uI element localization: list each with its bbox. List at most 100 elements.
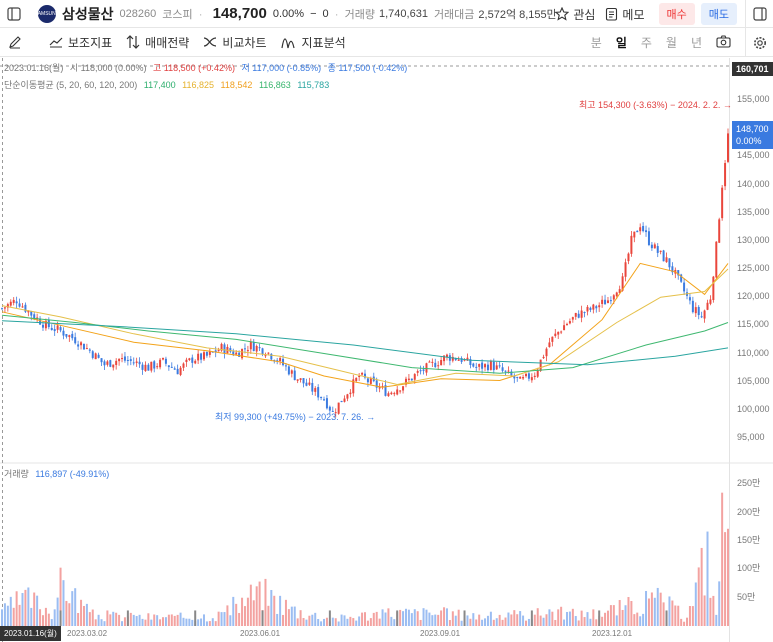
- candle-body: [182, 363, 185, 368]
- volume-bar: [74, 588, 77, 626]
- draw-tool-button[interactable]: [8, 35, 27, 49]
- chart-settings-button[interactable]: [745, 28, 773, 57]
- candle-body: [457, 359, 460, 361]
- volume-bar: [592, 609, 595, 626]
- volume-bar: [560, 606, 563, 626]
- volume-bar: [18, 604, 21, 626]
- volume-bar: [229, 615, 232, 626]
- candle-body: [287, 366, 290, 375]
- candle-body: [507, 370, 510, 372]
- watch-button[interactable]: 관심: [555, 6, 595, 23]
- candle-body: [565, 323, 568, 326]
- volume-bar: [173, 615, 176, 626]
- candle-body: [150, 361, 153, 371]
- candle-body: [115, 360, 118, 365]
- volume-bar: [82, 605, 85, 626]
- candle-body: [121, 358, 124, 360]
- candle-body: [80, 342, 83, 346]
- sell-button[interactable]: 매도: [700, 3, 737, 25]
- candle-body: [246, 350, 249, 352]
- right-panel-toggle-button[interactable]: [745, 0, 773, 28]
- aux-indicator-button[interactable]: 보조지표: [49, 34, 112, 51]
- candle-body: [179, 367, 182, 375]
- volume-bar: [252, 600, 255, 626]
- price-chart[interactable]: [0, 58, 773, 642]
- candle-body: [598, 305, 601, 308]
- volume-bar: [721, 492, 724, 626]
- volume-bar: [328, 610, 331, 626]
- volume-bar: [232, 596, 235, 626]
- volume-bar: [519, 611, 522, 626]
- volume-bar: [44, 607, 47, 626]
- volume-bar: [715, 614, 718, 626]
- sidebar-toggle-button[interactable]: [0, 0, 28, 28]
- volume-bar: [71, 591, 74, 626]
- candle-body: [647, 231, 650, 245]
- volume-bar: [369, 618, 372, 626]
- candle-body: [624, 262, 627, 277]
- compare-chart-button[interactable]: 비교차트: [203, 34, 267, 51]
- volume-bar: [346, 618, 349, 626]
- period-tab-week[interactable]: 주: [640, 36, 652, 50]
- volume-bar: [135, 616, 138, 626]
- moving-average-legend[interactable]: 단순이동평균 (5, 20, 60, 120, 200) 117,400 116…: [4, 78, 333, 91]
- volume-bar: [214, 621, 217, 626]
- candle-body: [156, 366, 159, 368]
- period-tab-minute[interactable]: 분: [590, 36, 602, 50]
- screenshot-button[interactable]: [716, 34, 731, 51]
- candle-body: [71, 333, 74, 339]
- volume-bar: [293, 606, 296, 626]
- volume-bar: [270, 589, 273, 626]
- buy-button[interactable]: 매수: [658, 3, 695, 25]
- volume-bar: [460, 620, 463, 626]
- volume-bar: [284, 599, 287, 626]
- candle-body: [229, 348, 232, 352]
- candle-body: [475, 366, 478, 368]
- candle-body: [305, 382, 308, 386]
- period-tab-month[interactable]: 월: [665, 36, 677, 50]
- candle-body: [656, 246, 659, 253]
- amount-label: 거래대금: [433, 8, 475, 21]
- candle-body: [352, 379, 355, 394]
- volume-bar: [683, 621, 686, 626]
- candle-body: [668, 258, 671, 268]
- volume-bar: [393, 619, 396, 626]
- volume-bar: [688, 605, 691, 626]
- volume-bar: [451, 611, 454, 626]
- candle-body: [688, 297, 691, 301]
- volume-bar: [97, 614, 100, 626]
- candle-body: [445, 354, 448, 358]
- candle-body: [82, 343, 85, 350]
- indicator-analysis-button[interactable]: 지표분석: [280, 34, 346, 51]
- candle-body: [618, 289, 621, 294]
- volume-bar: [197, 619, 200, 626]
- ma-value-60: 118,542: [220, 80, 253, 90]
- volume-bar: [147, 613, 150, 626]
- candle-body: [481, 362, 484, 369]
- volume-bar: [589, 618, 592, 626]
- candle-body: [677, 270, 680, 276]
- stock-name[interactable]: 삼성물산: [62, 5, 114, 22]
- candle-body: [712, 276, 715, 301]
- candle-body: [167, 365, 170, 368]
- candle-body: [188, 358, 191, 361]
- period-tab-year[interactable]: 년: [690, 36, 702, 50]
- period-tab-day[interactable]: 일: [615, 36, 627, 50]
- candle-body: [715, 241, 718, 278]
- candle-body: [484, 364, 487, 368]
- memo-button[interactable]: 메모: [605, 6, 645, 23]
- candle-body: [200, 353, 203, 360]
- candle-body: [683, 282, 686, 292]
- candle-body: [633, 231, 636, 238]
- candle-body: [580, 310, 583, 318]
- volume-legend-value: 116,897 (-49.91%): [35, 469, 110, 479]
- memo-icon: [606, 7, 618, 21]
- candle-body: [12, 299, 15, 303]
- trade-strategy-button[interactable]: 매매전략: [126, 34, 189, 51]
- volume-bar: [557, 609, 560, 626]
- volume-bar: [522, 615, 525, 626]
- candle-body: [132, 362, 135, 364]
- candle-body: [126, 359, 129, 361]
- candle-body: [238, 352, 241, 357]
- gear-icon: [753, 36, 766, 49]
